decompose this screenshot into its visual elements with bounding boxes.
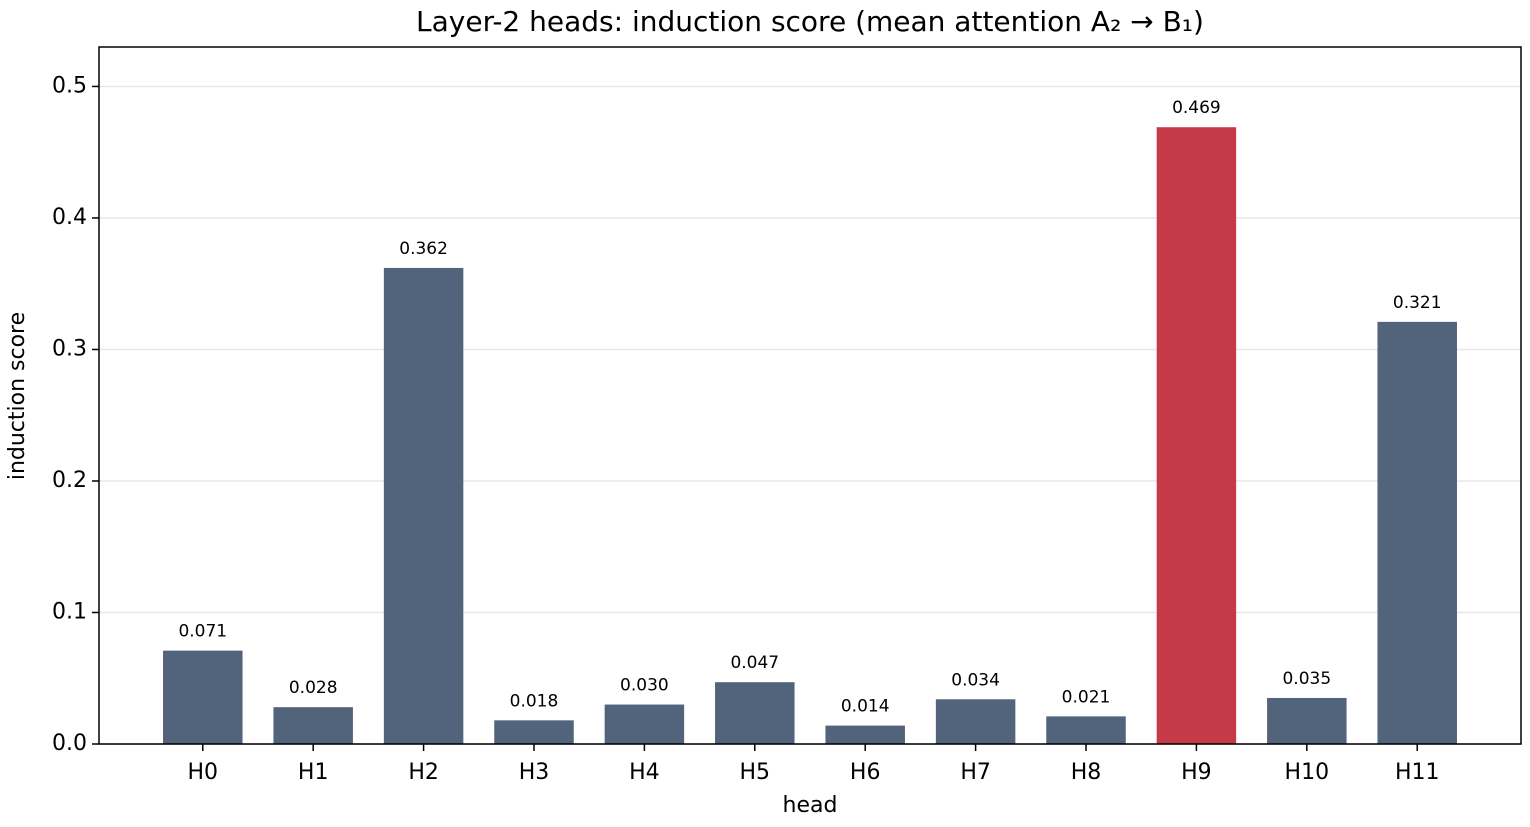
x-tick-label: H2 (408, 760, 439, 785)
bar (383, 267, 464, 744)
value-label: 0.018 (510, 691, 559, 711)
x-tick-label: H3 (519, 760, 550, 785)
bar (1046, 716, 1126, 744)
chart-title: Layer-2 heads: induction score (mean att… (416, 5, 1204, 38)
x-tick-label: H6 (850, 760, 881, 785)
y-axis-label: induction score (5, 312, 30, 480)
x-tick-label: H9 (1181, 760, 1212, 785)
bar (273, 707, 353, 744)
value-label: 0.014 (841, 697, 890, 717)
value-label: 0.030 (620, 676, 669, 696)
value-label: 0.035 (1282, 669, 1331, 689)
x-tick-label: H5 (740, 760, 771, 785)
value-label: 0.034 (951, 670, 1000, 690)
x-tick-label: H10 (1285, 760, 1330, 785)
x-axis-label: head (783, 793, 838, 818)
y-tick-label: 0.5 (52, 73, 87, 98)
value-label: 0.071 (178, 622, 227, 642)
value-label: 0.021 (1062, 687, 1111, 707)
y-tick-label: 0.3 (52, 336, 87, 361)
bar (1377, 321, 1457, 744)
x-tick-label: H7 (960, 760, 991, 785)
x-tick-label: H0 (188, 760, 219, 785)
bar (1156, 127, 1237, 744)
bar (1267, 697, 1347, 744)
bar (494, 720, 574, 744)
y-tick-label: 0.1 (52, 599, 87, 624)
y-tick-label: 0.0 (52, 731, 87, 756)
plot-frame (98, 46, 1522, 745)
bar (604, 704, 685, 744)
value-label: 0.047 (730, 653, 779, 673)
bar (825, 725, 905, 744)
value-label: 0.469 (1172, 98, 1221, 118)
value-label: 0.028 (289, 678, 338, 698)
x-tick-label: H8 (1071, 760, 1102, 785)
x-tick-label: H4 (629, 760, 660, 785)
x-tick-label: H1 (298, 760, 329, 785)
y-tick-label: 0.4 (52, 205, 87, 230)
bar (935, 699, 1016, 744)
value-label: 0.321 (1393, 293, 1442, 313)
y-tick-label: 0.2 (52, 468, 87, 493)
value-label: 0.362 (399, 239, 448, 259)
bar (163, 650, 243, 744)
x-tick-label: H11 (1395, 760, 1440, 785)
bar (715, 682, 795, 744)
